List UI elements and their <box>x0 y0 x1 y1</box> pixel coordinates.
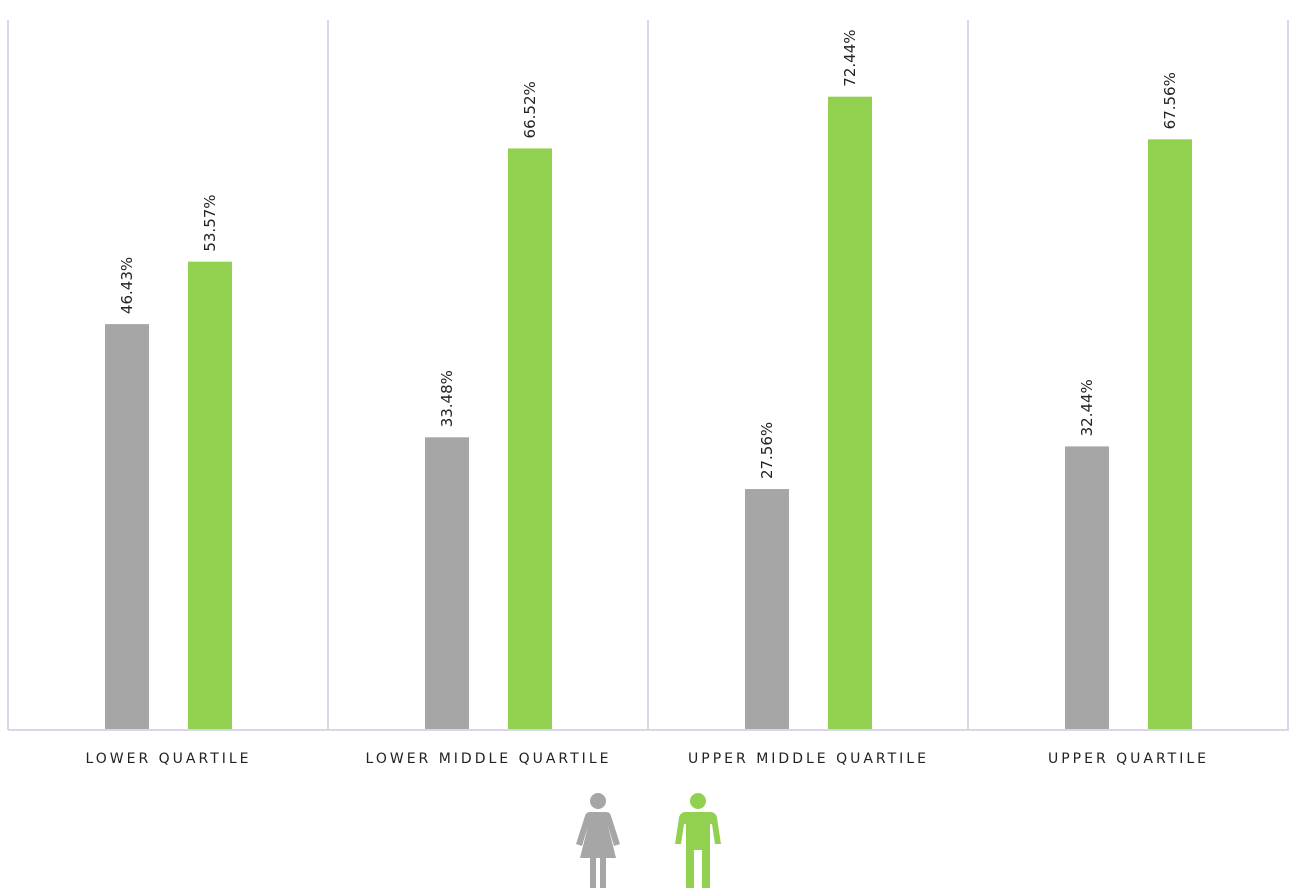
category-label: UPPER QUARTILE <box>1048 751 1209 767</box>
data-label: 27.56% <box>758 422 776 479</box>
data-label: 33.48% <box>438 370 456 427</box>
value-labels: 46.43% 53.57% 33.48% 66.52% 27.56% 72.44% 32.4… <box>118 29 1179 479</box>
data-label: 72.44% <box>841 29 859 86</box>
bar <box>745 489 789 730</box>
bar <box>828 96 872 731</box>
category-label: UPPER MIDDLE QUARTILE <box>688 751 929 767</box>
category-labels: LOWER QUARTILE LOWER MIDDLE QUARTILE UPPER… <box>85 751 1209 767</box>
data-label: 67.56% <box>1161 72 1179 129</box>
female-icon-head <box>590 793 606 809</box>
legend-female-icon <box>570 792 626 888</box>
data-label: 66.52% <box>521 81 539 138</box>
legend-male-icon <box>670 792 726 888</box>
category-label: LOWER QUARTILE <box>85 751 251 767</box>
data-label: 32.44% <box>1078 379 1096 436</box>
category-separators <box>7 20 1289 730</box>
data-label: 53.57% <box>201 194 219 251</box>
bar <box>425 437 469 730</box>
bar <box>508 148 552 731</box>
bar <box>188 261 232 730</box>
bar <box>1148 139 1192 730</box>
bars <box>105 96 1192 731</box>
data-label: 46.43% <box>118 257 136 314</box>
female-icon-body <box>576 812 620 888</box>
category-label: LOWER MIDDLE QUARTILE <box>366 751 612 767</box>
male-icon-head <box>690 793 706 809</box>
bar <box>1065 446 1109 730</box>
bar <box>105 324 149 730</box>
male-icon-body <box>675 812 721 888</box>
